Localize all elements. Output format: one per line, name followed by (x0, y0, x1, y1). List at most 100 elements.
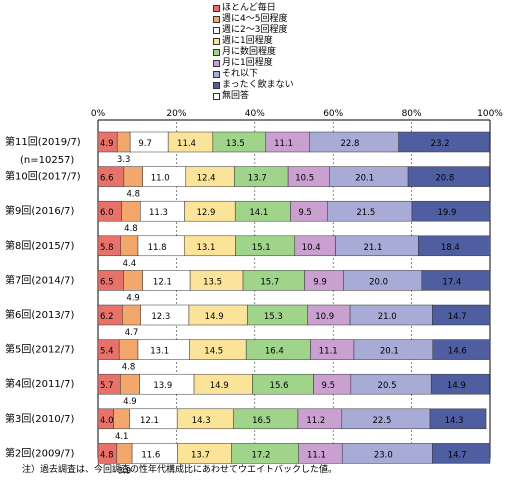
legend-swatch (213, 93, 220, 100)
category-label: 第10回(2017/7) (5, 170, 81, 183)
data-label: 14.7 (448, 312, 467, 322)
data-label: 19.9 (438, 208, 457, 218)
bar-segment (430, 373, 490, 395)
data-label: 22.8 (341, 139, 360, 149)
legend-label: 週に2～3回程度 (222, 25, 288, 35)
legend-label: 週に1回程度 (222, 36, 273, 46)
category-label: 第7回(2014/7) (5, 273, 74, 286)
legend-item: 週に1回程度 (213, 36, 294, 47)
legend-item: まったく飲まない (213, 80, 294, 91)
bar-segment (113, 408, 131, 430)
data-label: 4.8 (122, 363, 136, 373)
data-label: 6.2 (100, 312, 114, 322)
bar-segment (421, 270, 491, 291)
data-label: 6.6 (100, 174, 114, 184)
data-label: 4.8 (100, 450, 114, 460)
x-tick-label: 80% (402, 109, 422, 119)
data-label: 21.1 (363, 243, 382, 253)
data-label: 11.1 (319, 347, 338, 357)
data-label: 4.4 (123, 259, 137, 269)
data-label: 22.5 (372, 416, 391, 426)
data-label: 13.1 (196, 243, 215, 253)
data-label: 12.9 (196, 208, 215, 218)
legend-item: 週に2～3回程度 (213, 25, 294, 36)
data-label: 13.5 (203, 277, 222, 287)
chart-legend: ほとんど毎日 週に4～5回程度 週に2～3回程度 週に1回程度 月に数回程度 月に1回程度… (213, 3, 294, 102)
data-label: 15.6 (270, 381, 289, 391)
data-label: 11.3 (149, 208, 168, 218)
legend-swatch (213, 60, 220, 67)
data-label: 20.5 (378, 381, 397, 391)
data-label: 11.2 (306, 416, 325, 426)
bar-segment (407, 166, 490, 187)
data-label: 4.0 (100, 416, 114, 426)
data-label: 14.1 (249, 208, 268, 218)
bar-segment (120, 373, 140, 395)
data-label: 20.8 (435, 174, 454, 184)
data-label: 20.1 (355, 174, 374, 184)
legend-item: 月に数回程度 (213, 47, 294, 58)
data-label: 6.0 (100, 208, 114, 218)
data-label: 11.0 (151, 174, 170, 184)
bar-segment (432, 304, 491, 326)
data-label: 4.9 (123, 397, 137, 407)
data-label: 15.1 (252, 243, 271, 253)
legend-swatch (213, 27, 220, 34)
legend-item: 月に1回程度 (213, 58, 294, 69)
bar-segment (116, 443, 133, 464)
data-label: 9.9 (313, 277, 327, 287)
bar-segment (418, 235, 491, 257)
x-tick-label: 100% (477, 109, 503, 119)
bar-segment (116, 131, 131, 153)
x-tick-label: 20% (166, 109, 186, 119)
data-label: 9.7 (138, 139, 152, 149)
data-label: 3.3 (117, 155, 131, 165)
data-label: 14.9 (210, 381, 229, 391)
data-label: 14.3 (192, 416, 211, 426)
bar-segment (118, 339, 139, 360)
bar-segment (121, 200, 141, 222)
legend-item: 週に4～5回程度 (213, 14, 294, 25)
data-label: 11.4 (177, 139, 196, 149)
data-label: 12.1 (140, 416, 159, 426)
data-label: 21.0 (378, 312, 397, 322)
data-label: 12.1 (153, 277, 172, 287)
data-label: 15.7 (260, 277, 279, 287)
data-label: 9.5 (321, 381, 335, 391)
data-label: 11.1 (307, 450, 326, 460)
data-label: 4.8 (127, 190, 141, 200)
data-label: 23.0 (374, 450, 393, 460)
data-label: 17.2 (252, 450, 271, 460)
legend-label: 無回答 (222, 91, 250, 101)
legend-swatch (213, 71, 220, 78)
data-label: 4.9 (126, 293, 140, 303)
category-label: 第6回(2013/7) (5, 308, 74, 321)
legend-label: 月に数回程度 (222, 47, 277, 57)
x-tick-label: 40% (245, 109, 265, 119)
data-label: 14.5 (204, 347, 223, 357)
legend-swatch (213, 5, 220, 12)
bar-segment (123, 270, 143, 291)
data-label: 5.7 (100, 381, 114, 391)
category-sublabel: (n=10257) (20, 155, 74, 166)
legend-label: それ以下 (222, 69, 259, 79)
data-label: 10.9 (315, 312, 334, 322)
data-label: 14.9 (447, 381, 466, 391)
data-label: 14.6 (448, 347, 467, 357)
data-label: 16.4 (265, 347, 284, 357)
legend-item: それ以下 (213, 69, 294, 80)
data-label: 10.4 (302, 243, 321, 253)
legend-item: 無回答 (213, 91, 294, 102)
data-label: 3.9 (118, 466, 132, 476)
data-label: 10.5 (295, 174, 314, 184)
data-label: 11.1 (274, 139, 293, 149)
data-label: 4.9 (100, 139, 114, 149)
data-label: 18.4 (441, 243, 460, 253)
legend-swatch (213, 16, 220, 23)
bar-segment (432, 339, 491, 360)
category-label: 第5回(2012/7) (5, 343, 74, 356)
data-label: 11.6 (141, 450, 160, 460)
data-label: 13.5 (226, 139, 245, 149)
category-label: 第2回(2009/7) (5, 446, 74, 459)
